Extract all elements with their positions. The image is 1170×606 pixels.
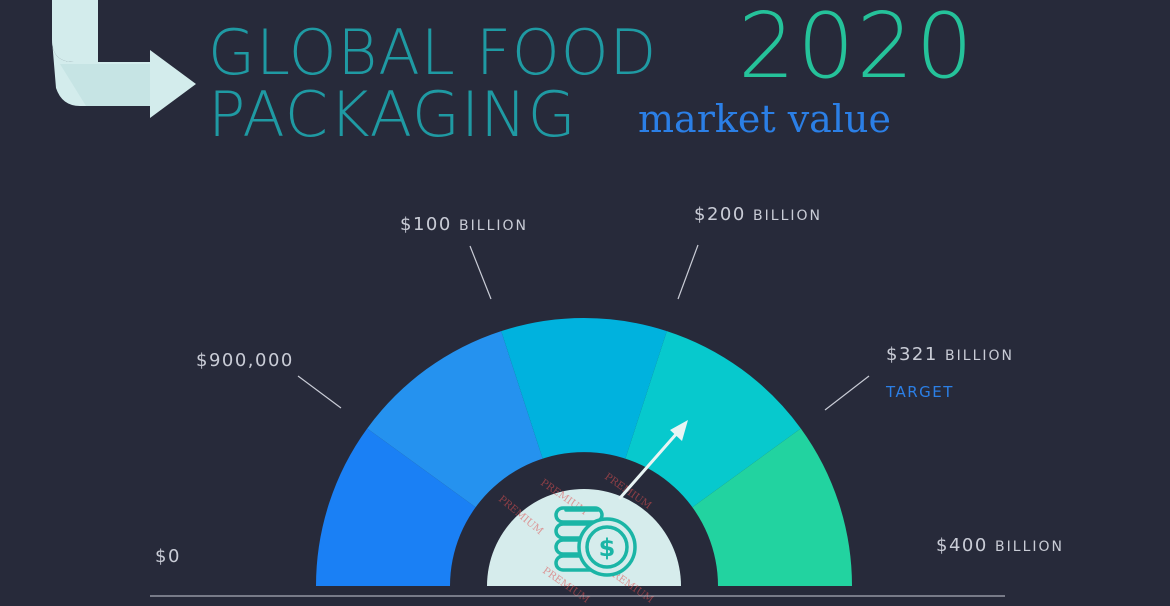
leader-line-100b xyxy=(469,245,492,300)
gauge-segment-3 xyxy=(501,317,667,491)
leader-line-321b xyxy=(824,375,870,411)
arrow-needle-icon xyxy=(618,420,688,500)
svg-text:$: $ xyxy=(599,534,616,562)
subtitle: market value xyxy=(638,97,891,141)
gauge-label-900k: $900,000 xyxy=(196,350,294,371)
dollar-coin-stack-icon: $ xyxy=(554,506,637,577)
gauge-label-400b: $400 BILLION xyxy=(936,535,1065,556)
gauge-label-321b: $321 BILLION xyxy=(886,344,1015,365)
gauge-leader-lines xyxy=(297,244,870,411)
title-line-1: GLOBAL FOOD xyxy=(208,16,658,89)
title-year: 2020 xyxy=(738,0,976,99)
gauge-label-100b: $100 BILLION xyxy=(400,214,529,235)
arrow-logo-icon xyxy=(52,0,196,118)
gauge-label-200b: $200 BILLION xyxy=(694,204,823,225)
leader-line-200b xyxy=(677,244,699,300)
gauge-label-0: $0 xyxy=(155,546,181,567)
title-line-2: PACKAGING xyxy=(208,78,577,151)
target-label: TARGET xyxy=(886,383,954,401)
leader-line-900k xyxy=(297,375,342,409)
